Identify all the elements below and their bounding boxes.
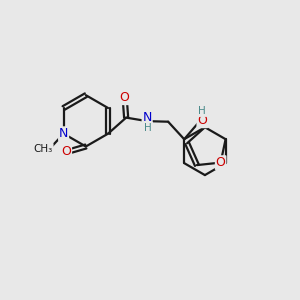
Text: O: O [61,145,71,158]
Text: N: N [59,127,68,140]
Text: H: H [144,122,152,133]
Text: O: O [120,91,130,104]
Text: O: O [216,156,226,169]
Text: O: O [197,114,207,127]
Text: CH₃: CH₃ [34,144,53,154]
Text: N: N [142,111,152,124]
Text: H: H [198,106,206,116]
